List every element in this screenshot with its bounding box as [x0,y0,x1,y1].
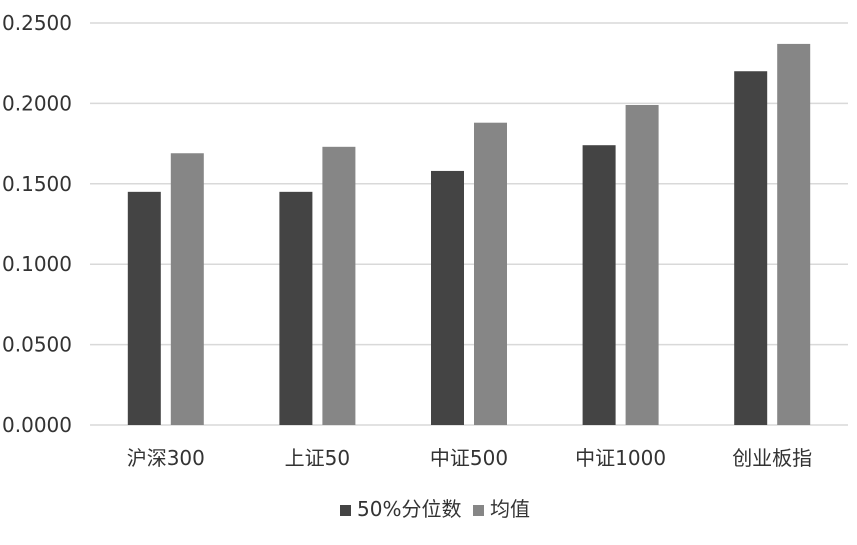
x-category-label: 沪深300 [127,446,205,470]
bar [734,71,768,426]
legend: 50%分位数 均值 [340,497,530,521]
y-tick-label: 0.0000 [2,413,72,437]
bar [582,145,616,425]
y-tick-label: 0.1500 [2,172,72,196]
x-category-label: 中证1000 [575,446,666,470]
x-axis-categories: 沪深300 上证50 中证500 中证1000 创业板指 [127,446,812,470]
bar [127,191,161,425]
y-axis-ticks: 0.0000 0.0500 0.1000 0.1500 0.2000 0.2500 [2,11,72,437]
bar [777,43,811,426]
gridlines [90,22,848,426]
bar [474,122,507,426]
x-category-label: 创业板指 [732,446,812,470]
bars [127,43,811,426]
bar [170,153,204,426]
y-tick-label: 0.2000 [2,91,72,115]
y-tick-label: 0.1000 [2,252,72,276]
y-tick-label: 0.0500 [2,333,72,357]
bar [625,105,659,426]
y-tick-label: 0.2500 [2,11,72,35]
bar [279,191,313,425]
legend-swatch [473,505,484,516]
bar [322,146,356,426]
bar [431,170,464,425]
legend-label: 均值 [490,497,530,521]
x-category-label: 上证50 [285,446,350,470]
legend-label: 50%分位数 [357,497,461,521]
x-category-label: 中证500 [430,446,508,470]
legend-swatch [340,505,351,516]
